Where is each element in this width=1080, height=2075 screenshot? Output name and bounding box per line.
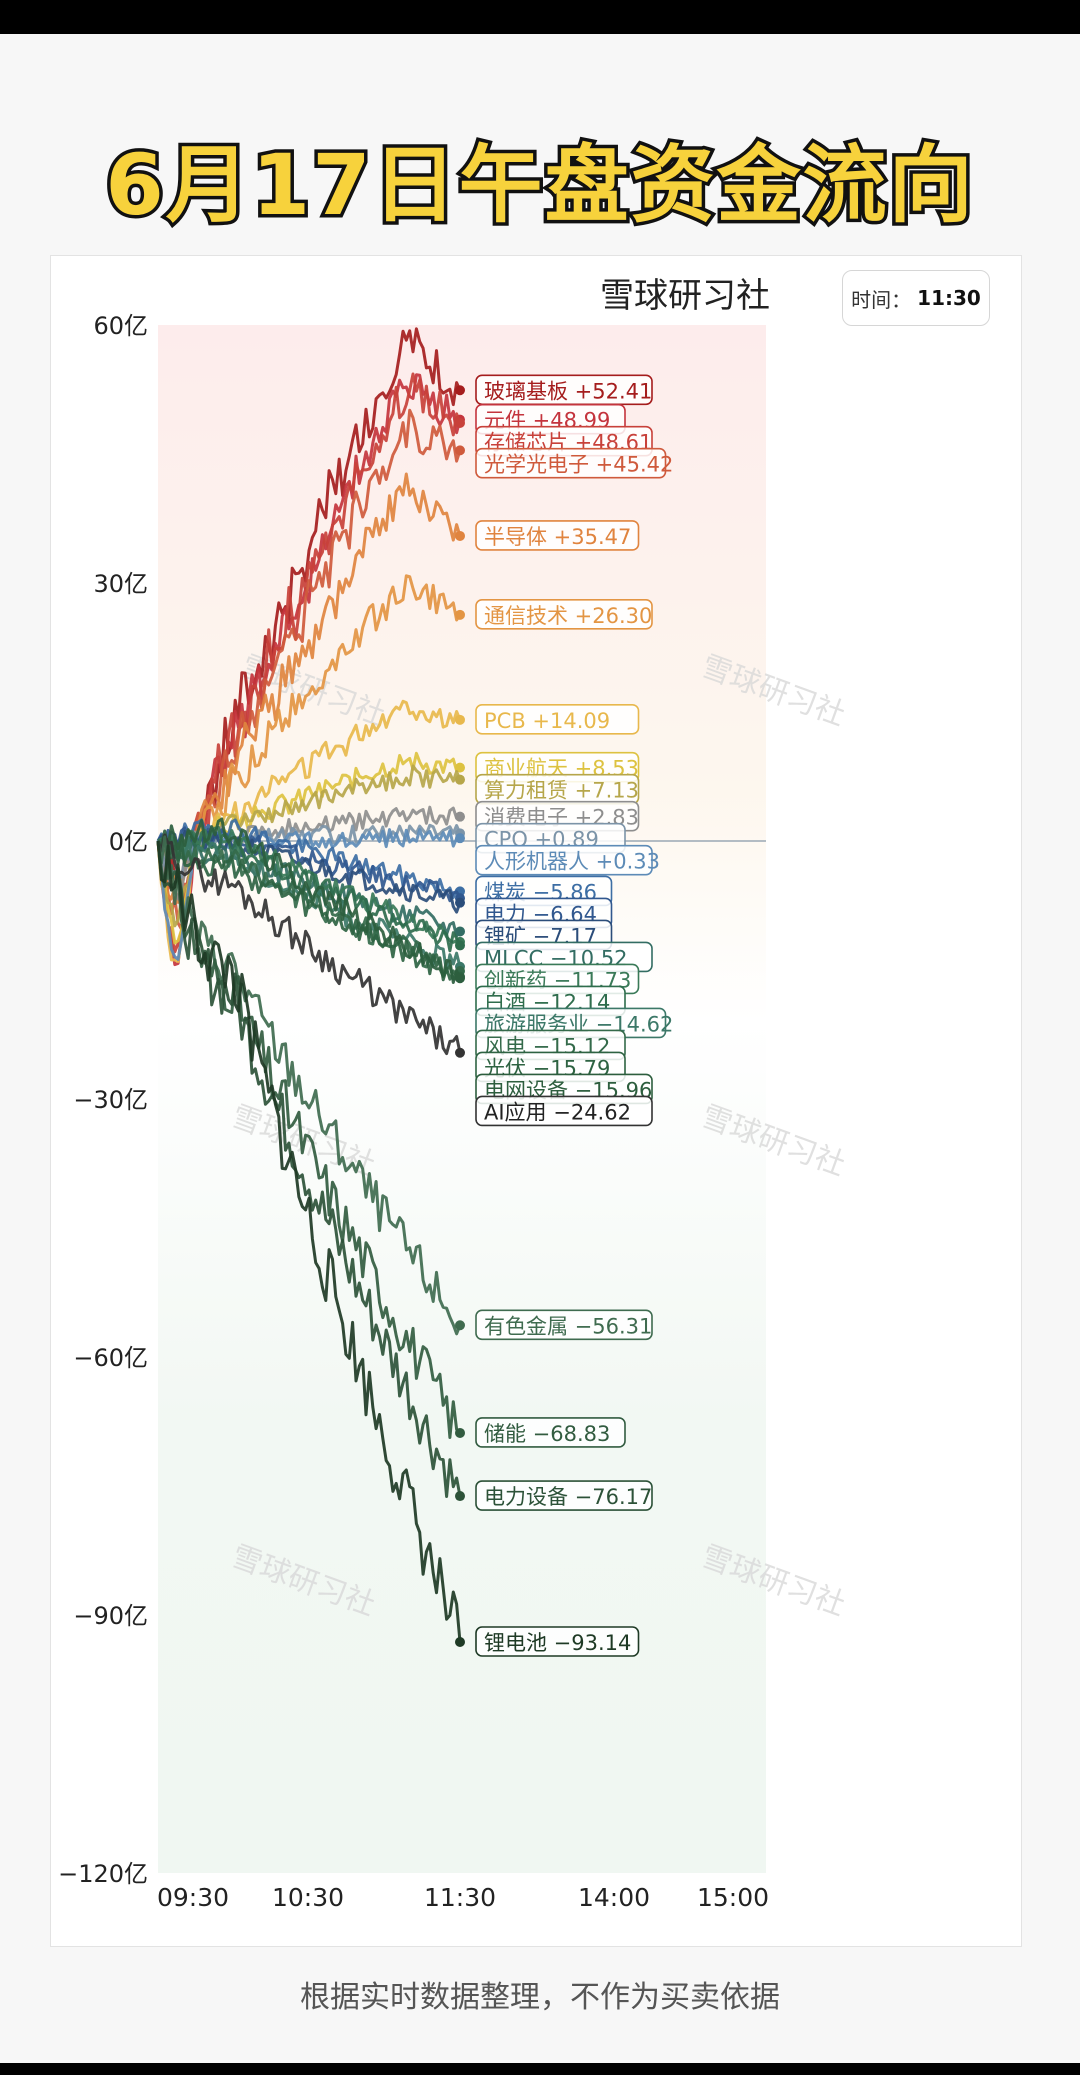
x-tick-label: 10:30 bbox=[272, 1883, 344, 1912]
headline-title: 6月17日午盘资金流向 bbox=[102, 133, 976, 238]
series-label-光学光电子: 光学光电子 +45.42 bbox=[475, 447, 673, 479]
series-endpoint-AI应用 bbox=[455, 1047, 465, 1058]
series-label-电力设备: 电力设备 −76.17 bbox=[475, 1480, 653, 1511]
time-box: 时间： 11:30 bbox=[842, 270, 990, 326]
disclaimer-footer: 根据实时数据整理，不作为买卖依据 bbox=[300, 1980, 780, 2015]
y-tick-label: −60亿 bbox=[73, 1344, 148, 1372]
series-label-box bbox=[475, 704, 640, 735]
series-endpoint-人形机器人 bbox=[455, 833, 465, 844]
plot-background bbox=[158, 325, 766, 1873]
time-label: 时间： bbox=[851, 287, 912, 312]
series-line-风电 bbox=[156, 837, 462, 981]
series-endpoint-储能 bbox=[455, 1427, 465, 1438]
series-endpoint-锂电池 bbox=[455, 1637, 465, 1648]
series-label-text: 电力设备 −76.17 bbox=[484, 1485, 652, 1509]
series-label-text: 有色金属 −56.31 bbox=[484, 1314, 652, 1338]
y-tick-label: −90亿 bbox=[73, 1602, 148, 1630]
series-line-煤炭 bbox=[156, 818, 461, 899]
series-label-box bbox=[475, 1309, 653, 1341]
y-tick-label: −120亿 bbox=[58, 1860, 148, 1888]
series-label-text: 光学光电子 +45.42 bbox=[484, 453, 673, 477]
series-label-PCB: PCB +14.09 bbox=[475, 704, 640, 735]
series-label-box bbox=[475, 1480, 653, 1511]
series-endpoint-通信技术 bbox=[455, 609, 465, 620]
series-label-box bbox=[475, 520, 640, 551]
series-label-text: PCB +14.09 bbox=[484, 709, 610, 733]
y-tick-label: −30亿 bbox=[73, 1086, 148, 1114]
series-label-text: 锂电池 −93.14 bbox=[484, 1631, 631, 1655]
series-line-玻璃基板 bbox=[156, 327, 462, 890]
series-label-text: 算力租赁 +7.13 bbox=[484, 779, 639, 803]
series-label-text: 半导体 +35.47 bbox=[484, 525, 631, 549]
series-endpoint-算力租赁 bbox=[455, 774, 465, 785]
series-line-有色金属 bbox=[156, 835, 462, 1336]
series-label-储能: 储能 −68.83 bbox=[475, 1417, 626, 1448]
series-endpoint-半导体 bbox=[455, 530, 465, 541]
series-label-box bbox=[475, 1095, 653, 1127]
x-tick-label: 14:00 bbox=[578, 1883, 650, 1912]
series-endpoint-MLCC bbox=[455, 926, 465, 937]
series-label-通信技术: 通信技术 +26.30 bbox=[475, 599, 653, 630]
y-tick-label: 60亿 bbox=[93, 312, 148, 340]
top-black-bar bbox=[0, 0, 1080, 34]
series-endpoint-有色金属 bbox=[455, 1320, 465, 1331]
series-label-text: 人形机器人 +0.33 bbox=[484, 850, 660, 874]
series-label-text: 玻璃基板 +52.41 bbox=[484, 379, 652, 403]
series-label-box bbox=[475, 447, 667, 479]
x-tick-label: 15:00 bbox=[697, 1883, 769, 1912]
series-line-AI应用 bbox=[156, 833, 462, 1056]
series-label-box bbox=[475, 599, 653, 630]
series-endpoint-光学光电子 bbox=[455, 445, 465, 456]
series-lines-layer bbox=[156, 327, 465, 1648]
series-endpoint-玻璃基板 bbox=[455, 385, 465, 396]
series-line-锂电池 bbox=[156, 840, 462, 1643]
brand-label: 雪球研习社 bbox=[600, 276, 770, 316]
series-endpoint-白酒 bbox=[455, 940, 465, 951]
series-endpoint-PCB bbox=[455, 714, 465, 725]
series-label-锂电池: 锂电池 −93.14 bbox=[475, 1626, 640, 1657]
x-tick-label: 11:30 bbox=[424, 1883, 496, 1912]
series-label-算力租赁: 算力租赁 +7.13 bbox=[475, 773, 640, 805]
series-endpoint-存储芯片 bbox=[455, 417, 465, 428]
series-line-锂矿 bbox=[156, 830, 462, 914]
series-label-半导体: 半导体 +35.47 bbox=[475, 520, 640, 551]
series-label-有色金属: 有色金属 −56.31 bbox=[475, 1309, 653, 1341]
series-endpoint-消费电子 bbox=[455, 811, 465, 822]
series-label-text: 通信技术 +26.30 bbox=[484, 604, 652, 628]
series-endpoint-锂矿 bbox=[455, 897, 465, 908]
series-label-人形机器人: 人形机器人 +0.33 bbox=[475, 844, 660, 876]
bottom-black-bar bbox=[0, 2063, 1080, 2075]
y-tick-label: 30亿 bbox=[93, 570, 148, 598]
series-label-box bbox=[475, 1626, 640, 1657]
series-line-电力设备 bbox=[156, 840, 462, 1498]
series-label-text: AI应用 −24.62 bbox=[484, 1100, 631, 1124]
series-endpoint-商业航天 bbox=[455, 762, 465, 773]
series-label-box bbox=[475, 1417, 626, 1448]
y-tick-label: 0亿 bbox=[109, 828, 148, 856]
series-line-光学光电子 bbox=[156, 408, 462, 931]
series-label-玻璃基板: 玻璃基板 +52.41 bbox=[475, 374, 653, 406]
series-endpoint-电力设备 bbox=[455, 1491, 465, 1502]
series-label-AI应用: AI应用 −24.62 bbox=[475, 1095, 653, 1127]
series-label-box bbox=[475, 844, 653, 876]
series-line-通信技术 bbox=[156, 574, 462, 885]
time-value: 11:30 bbox=[917, 286, 981, 310]
series-endpoint-电网设备 bbox=[455, 973, 465, 984]
series-label-text: 储能 −68.83 bbox=[484, 1422, 610, 1446]
x-tick-label: 09:30 bbox=[157, 1883, 229, 1912]
series-line-电网设备 bbox=[156, 817, 462, 984]
